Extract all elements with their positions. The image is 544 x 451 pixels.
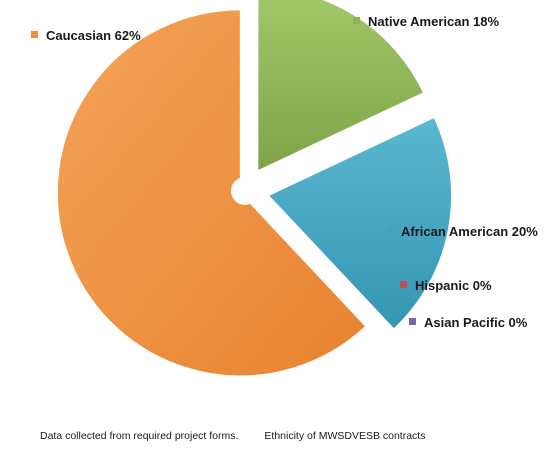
legend-label: Asian Pacific 0%: [424, 315, 528, 330]
legend-swatch: [409, 318, 416, 325]
footer: Data collected from required project for…: [40, 430, 425, 442]
pie-slices: [56, 0, 453, 377]
pie-slice-caucasian: [56, 9, 367, 377]
footer-caption: Ethnicity of MWSDVESB contracts: [264, 430, 426, 442]
pie-slice-native-american: [257, 0, 425, 172]
legend-label: Native American 18%: [368, 14, 499, 29]
pie-center-hole: [231, 177, 259, 205]
pie-slice-african-american: [267, 116, 453, 330]
legend-label: African American 20%: [401, 224, 538, 239]
legend-label: Hispanic 0%: [415, 278, 492, 293]
legend-label: Caucasian 62%: [46, 28, 141, 43]
footer-note: Data collected from required project for…: [40, 430, 239, 442]
legend-swatch: [353, 17, 360, 24]
legend: Native American 18% African American 20% H…: [31, 14, 538, 330]
legend-swatch: [386, 227, 393, 234]
legend-swatch: [400, 281, 407, 288]
legend-swatch: [31, 31, 38, 38]
